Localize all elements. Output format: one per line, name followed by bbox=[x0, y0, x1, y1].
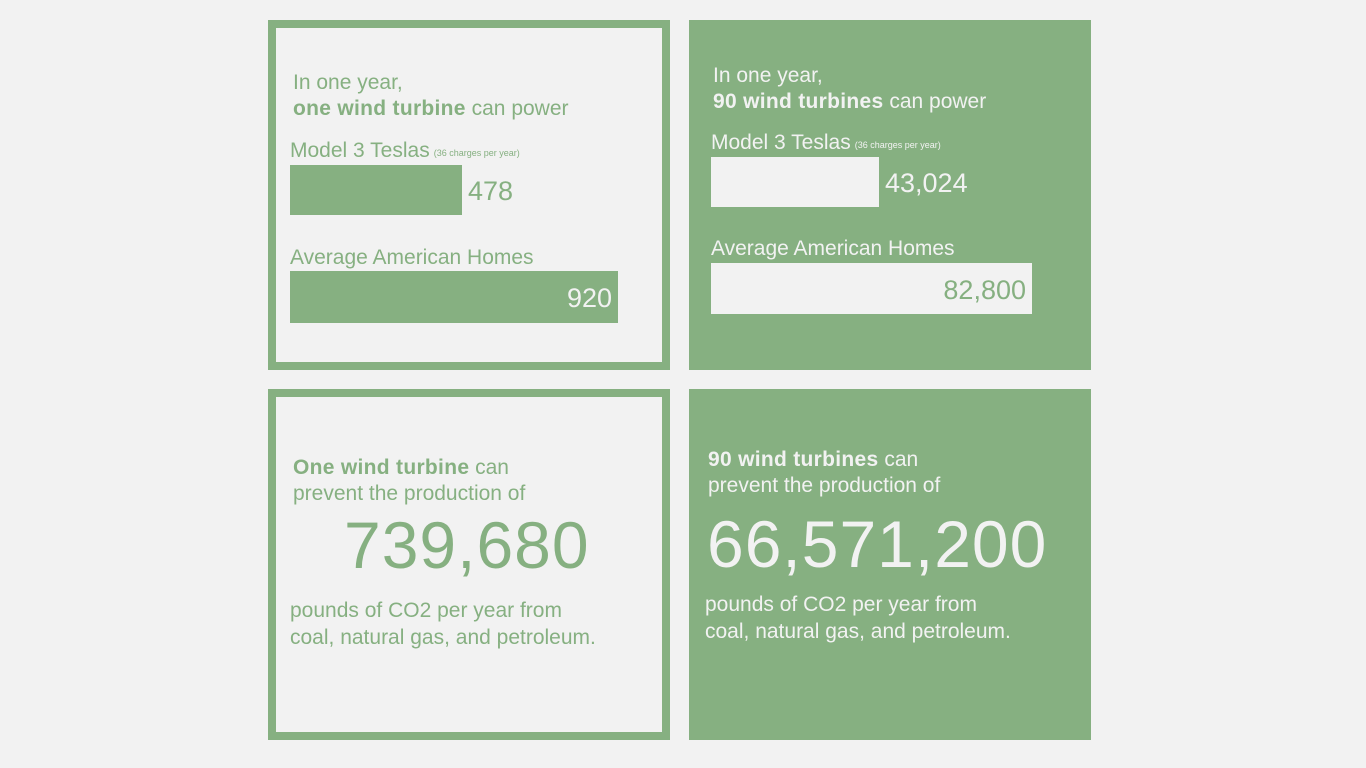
footnote: pounds of CO2 per year from coal, natura… bbox=[705, 591, 1011, 645]
intro-rest: can power bbox=[883, 90, 987, 113]
footnote: pounds of CO2 per year from coal, natura… bbox=[290, 597, 596, 651]
foot-line2: coal, natural gas, and petroleum. bbox=[290, 626, 596, 649]
intro-bold: One wind turbine bbox=[293, 456, 470, 479]
intro-line2: prevent the production of bbox=[293, 482, 526, 505]
intro-bold: 90 wind turbines bbox=[713, 90, 884, 113]
intro-line2: one wind turbine can power bbox=[293, 96, 569, 122]
intro-line2: prevent the production of bbox=[708, 474, 941, 497]
tesla-bar bbox=[290, 165, 462, 215]
foot-line1: pounds of CO2 per year from bbox=[290, 599, 562, 622]
foot-line2: coal, natural gas, and petroleum. bbox=[705, 620, 1011, 643]
tesla-label: Model 3 Teslas bbox=[711, 131, 851, 154]
intro-line1: 90 wind turbines can bbox=[708, 447, 940, 473]
tesla-label-row: Model 3 Teslas (36 charges per year) bbox=[711, 131, 941, 157]
intro-text: One wind turbine can prevent the product… bbox=[293, 455, 525, 507]
intro-line2: 90 wind turbines can power bbox=[713, 89, 986, 115]
intro-rest: can power bbox=[465, 97, 569, 120]
tesla-value: 43,024 bbox=[885, 168, 968, 198]
foot-line1: pounds of CO2 per year from bbox=[705, 593, 977, 616]
card-ninety-turbines-co2: 90 wind turbines can prevent the product… bbox=[689, 389, 1091, 740]
tesla-label: Model 3 Teslas bbox=[290, 139, 430, 162]
intro-line1: One wind turbine can bbox=[293, 455, 525, 481]
homes-bar: 82,800 bbox=[711, 263, 1032, 314]
homes-value: 82,800 bbox=[943, 275, 1026, 305]
tesla-note: (36 charges per year) bbox=[854, 140, 941, 150]
co2-value: 739,680 bbox=[344, 508, 590, 582]
card-one-turbine-power: In one year, one wind turbine can power … bbox=[268, 20, 670, 370]
homes-value: 920 bbox=[566, 283, 612, 313]
intro-bold: one wind turbine bbox=[293, 97, 466, 120]
tesla-bar bbox=[711, 157, 879, 207]
intro-text: 90 wind turbines can prevent the product… bbox=[708, 447, 940, 499]
intro-text: In one year, one wind turbine can power bbox=[293, 70, 569, 122]
tesla-note: (36 charges per year) bbox=[433, 148, 520, 158]
tesla-value: 478 bbox=[468, 176, 514, 206]
intro-rest: can bbox=[878, 448, 919, 471]
co2-value: 66,571,200 bbox=[707, 507, 1048, 581]
homes-bar: 920 bbox=[290, 271, 618, 323]
card-one-turbine-co2: One wind turbine can prevent the product… bbox=[268, 389, 670, 740]
intro-line1: In one year, bbox=[293, 71, 403, 94]
intro-bold: 90 wind turbines bbox=[708, 448, 879, 471]
intro-text: In one year, 90 wind turbines can power bbox=[713, 63, 986, 115]
homes-label: Average American Homes bbox=[290, 246, 534, 269]
homes-label: Average American Homes bbox=[711, 237, 955, 260]
tesla-label-row: Model 3 Teslas (36 charges per year) bbox=[290, 139, 520, 165]
intro-line1: In one year, bbox=[713, 64, 823, 87]
intro-rest: can bbox=[469, 456, 509, 479]
card-ninety-turbines-power: In one year, 90 wind turbines can power … bbox=[689, 20, 1091, 370]
